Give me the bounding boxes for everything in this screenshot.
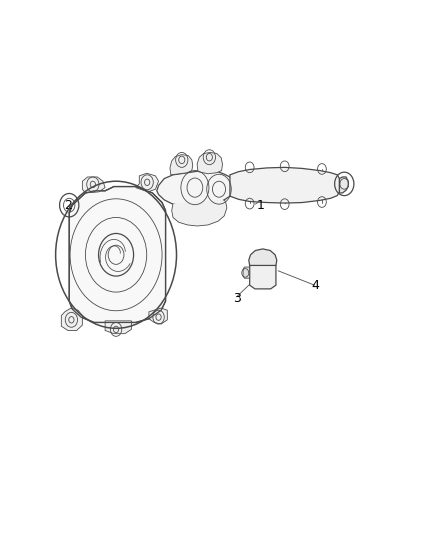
Polygon shape <box>170 155 193 175</box>
Polygon shape <box>172 200 227 226</box>
Text: 4: 4 <box>311 279 319 292</box>
Polygon shape <box>157 169 233 207</box>
Text: 2: 2 <box>64 199 72 212</box>
Polygon shape <box>69 187 166 322</box>
Polygon shape <box>197 152 223 174</box>
Polygon shape <box>249 249 277 265</box>
Text: 1: 1 <box>257 199 265 212</box>
Polygon shape <box>136 173 159 192</box>
Polygon shape <box>149 308 167 324</box>
Text: 3: 3 <box>233 292 240 305</box>
Polygon shape <box>82 177 105 193</box>
Polygon shape <box>105 321 131 334</box>
Polygon shape <box>230 167 339 203</box>
Polygon shape <box>339 177 348 193</box>
Polygon shape <box>243 267 250 278</box>
Polygon shape <box>250 261 276 289</box>
Polygon shape <box>61 308 82 330</box>
